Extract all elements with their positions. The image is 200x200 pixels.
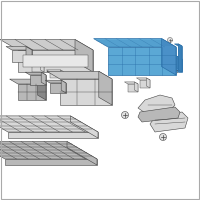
Polygon shape — [32, 66, 44, 72]
Polygon shape — [128, 84, 138, 92]
Polygon shape — [0, 40, 93, 50]
Polygon shape — [6, 46, 32, 50]
Polygon shape — [10, 79, 46, 84]
Polygon shape — [75, 40, 93, 72]
Polygon shape — [25, 72, 46, 75]
Polygon shape — [99, 71, 112, 105]
Circle shape — [154, 48, 160, 55]
Polygon shape — [46, 70, 64, 72]
Polygon shape — [178, 46, 182, 72]
Circle shape — [122, 112, 128, 118]
Polygon shape — [162, 39, 176, 75]
Polygon shape — [30, 75, 46, 85]
Polygon shape — [50, 83, 66, 93]
Polygon shape — [26, 46, 32, 62]
Polygon shape — [8, 132, 98, 138]
Polygon shape — [108, 47, 176, 75]
Polygon shape — [138, 107, 180, 122]
Circle shape — [146, 42, 151, 46]
Polygon shape — [150, 112, 188, 132]
Polygon shape — [171, 56, 182, 59]
Polygon shape — [134, 82, 138, 92]
Polygon shape — [0, 116, 98, 132]
Polygon shape — [41, 72, 46, 85]
Polygon shape — [12, 50, 32, 62]
Polygon shape — [94, 39, 176, 47]
Polygon shape — [146, 78, 150, 88]
Polygon shape — [67, 142, 97, 165]
Polygon shape — [178, 44, 182, 72]
Polygon shape — [23, 55, 88, 67]
Polygon shape — [177, 56, 182, 71]
Polygon shape — [0, 142, 97, 159]
Polygon shape — [18, 50, 93, 72]
Polygon shape — [5, 159, 97, 165]
Polygon shape — [18, 84, 46, 100]
Polygon shape — [136, 78, 150, 80]
Polygon shape — [38, 79, 46, 100]
Circle shape — [172, 66, 179, 73]
Polygon shape — [40, 64, 44, 72]
Polygon shape — [70, 116, 98, 138]
Circle shape — [168, 38, 172, 43]
Polygon shape — [50, 72, 64, 78]
Polygon shape — [60, 70, 64, 78]
Polygon shape — [124, 82, 138, 84]
Polygon shape — [28, 64, 44, 66]
Polygon shape — [47, 71, 112, 79]
Polygon shape — [176, 59, 182, 71]
Polygon shape — [60, 79, 112, 105]
Polygon shape — [45, 80, 66, 83]
Polygon shape — [61, 80, 66, 93]
Polygon shape — [174, 44, 182, 46]
Polygon shape — [138, 95, 175, 115]
Polygon shape — [140, 80, 150, 88]
Circle shape — [160, 134, 166, 140]
